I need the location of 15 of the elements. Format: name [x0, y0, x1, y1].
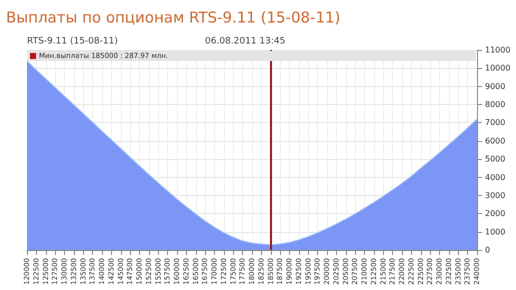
- y-tick-label: 6000: [485, 136, 506, 146]
- y-tick-label: 5000: [485, 154, 506, 164]
- y-tick-label: 1000: [485, 227, 506, 236]
- text: 06.08.2011 13:45: [205, 36, 286, 46]
- y-tick-label: 11000: [485, 46, 510, 54]
- y-tick-label: 2000: [485, 209, 506, 218]
- y-tick-label: 8000: [485, 100, 506, 110]
- y-tick-label: 3000: [485, 190, 506, 200]
- chart-subtitle: RTS-9.11 (15-08-11): [27, 36, 118, 46]
- y-tick-label: 7000: [485, 118, 506, 128]
- y-tick-label: 9000: [485, 82, 506, 91]
- chart-title: Выплаты по опционам RTS-9.11 (15-08-11): [6, 8, 340, 26]
- y-tick-label: 0: [485, 246, 490, 254]
- y-tick-label: 4000: [485, 172, 506, 182]
- y-tick-label: 10000: [485, 64, 510, 73]
